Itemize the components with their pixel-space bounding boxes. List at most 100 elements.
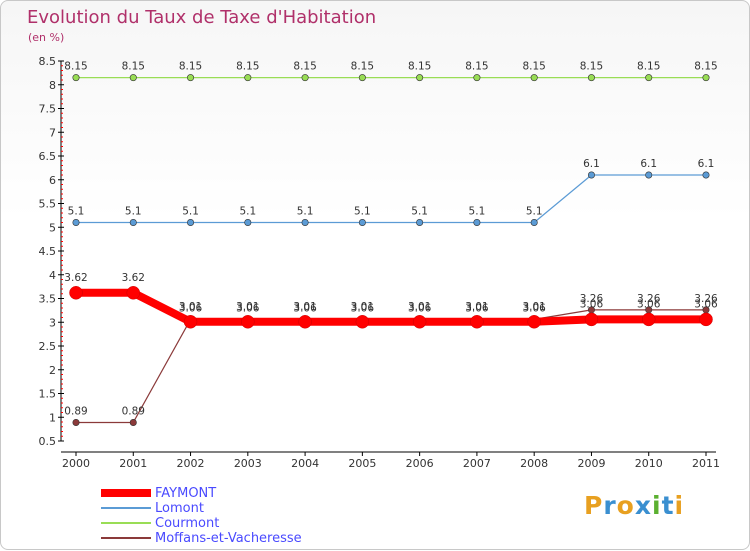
data-point (301, 74, 309, 82)
y-tick-label: 7 (49, 126, 56, 139)
data-label: 5.1 (354, 206, 371, 218)
data-point (129, 418, 137, 426)
logo-letter: t (661, 491, 675, 520)
data-label: 0.89 (122, 405, 145, 417)
x-tick-label: 2005 (348, 457, 376, 470)
data-label: 8.15 (465, 61, 488, 73)
y-tick-label: 6.5 (39, 150, 57, 163)
data-point (702, 171, 710, 179)
data-label: 8.15 (293, 61, 316, 73)
data-point (301, 219, 309, 227)
logo-letter: i (652, 491, 662, 520)
data-label: 5.1 (526, 206, 543, 218)
y-tick-label: 5.5 (39, 198, 57, 211)
data-label: 8.15 (351, 61, 374, 73)
series-line-faymont (76, 288, 706, 326)
data-label: 8.15 (637, 61, 660, 73)
data-point (129, 219, 137, 227)
y-tick-label: 8.5 (39, 55, 57, 68)
y-tick-label: 3 (49, 316, 56, 329)
data-point (527, 315, 541, 329)
legend-swatch (101, 507, 151, 509)
data-label: 8.15 (236, 61, 259, 73)
data-label: 3.01 (408, 301, 431, 313)
x-tick-label: 2008 (520, 457, 548, 470)
data-label: 3.06 (465, 302, 489, 314)
data-label: 6.1 (583, 158, 600, 170)
data-point (187, 74, 195, 82)
data-point (244, 74, 252, 82)
data-label: 5.1 (125, 206, 142, 218)
y-tick-label: 1.5 (39, 388, 57, 401)
y-unit-label: (en %) (28, 31, 65, 44)
data-point (72, 74, 80, 82)
series-line-lomont (76, 174, 706, 224)
x-tick-label: 2003 (234, 457, 262, 470)
data-point (645, 74, 653, 82)
y-tick-label: 8 (49, 79, 56, 92)
data-point (355, 315, 370, 329)
data-point (587, 74, 595, 82)
data-label: 8.15 (580, 61, 603, 73)
logo-letter: P (584, 491, 604, 520)
data-label: 8.15 (694, 61, 717, 73)
data-point (244, 219, 252, 227)
data-label: 5.1 (469, 206, 486, 218)
data-label: 3.06 (580, 298, 604, 310)
data-label: 5.1 (68, 206, 85, 218)
x-tick-label: 2010 (635, 457, 663, 470)
x-tick-label: 2000 (62, 457, 90, 470)
legend-label: Moffans-et-Vacheresse (155, 531, 302, 546)
data-label: 8.15 (522, 61, 545, 73)
y-tick-label: 6 (49, 174, 56, 187)
data-label: 3.01 (351, 301, 374, 313)
y-tick-label: 5 (49, 221, 56, 234)
data-label: 3.01 (465, 301, 488, 313)
data-point (587, 171, 595, 179)
data-point (183, 315, 198, 329)
x-tick-label: 2011 (692, 457, 720, 470)
data-label: 5.1 (239, 206, 256, 218)
data-label: 3.26 (637, 293, 661, 305)
logo-letter: x (634, 491, 652, 520)
data-label: 3.06 (179, 302, 203, 314)
data-label: 3.62 (122, 272, 145, 284)
data-label: 5.1 (182, 206, 199, 218)
y-tick-label: 2 (49, 364, 56, 377)
data-point (126, 286, 141, 300)
legend-swatch (101, 522, 151, 524)
y-tick-label: 4.5 (39, 245, 57, 258)
x-tick-label: 2001 (119, 457, 147, 470)
proxiti-logo: Proxiti (584, 491, 684, 520)
data-label: 3.06 (637, 298, 661, 310)
y-tick-label: 4 (49, 269, 56, 282)
data-label: 3.06 (351, 302, 375, 314)
y-tick-label: 0.5 (39, 435, 57, 448)
logo-letter: o (616, 491, 635, 520)
data-label: 3.06 (522, 302, 546, 314)
y-tick-label: 3.5 (39, 293, 57, 306)
data-point (470, 315, 484, 329)
x-tick-label: 2004 (291, 457, 319, 470)
data-label: 5.1 (411, 206, 428, 218)
data-point (416, 74, 424, 82)
data-point (699, 312, 713, 327)
data-label: 3.06 (408, 302, 432, 314)
data-point (641, 312, 656, 327)
data-point (530, 219, 538, 227)
data-point (298, 315, 312, 329)
data-label: 3.06 (694, 298, 718, 310)
data-point (129, 74, 137, 82)
data-label: 8.15 (408, 61, 431, 73)
legend-label: Courmont (155, 516, 220, 531)
data-point (473, 74, 481, 82)
legend-swatch (101, 537, 151, 539)
data-label: 3.01 (236, 301, 259, 313)
data-label: 3.01 (522, 301, 545, 313)
data-point (358, 74, 366, 82)
data-point (702, 74, 710, 82)
legend-label: FAYMONT (155, 486, 217, 501)
data-point (69, 286, 83, 300)
